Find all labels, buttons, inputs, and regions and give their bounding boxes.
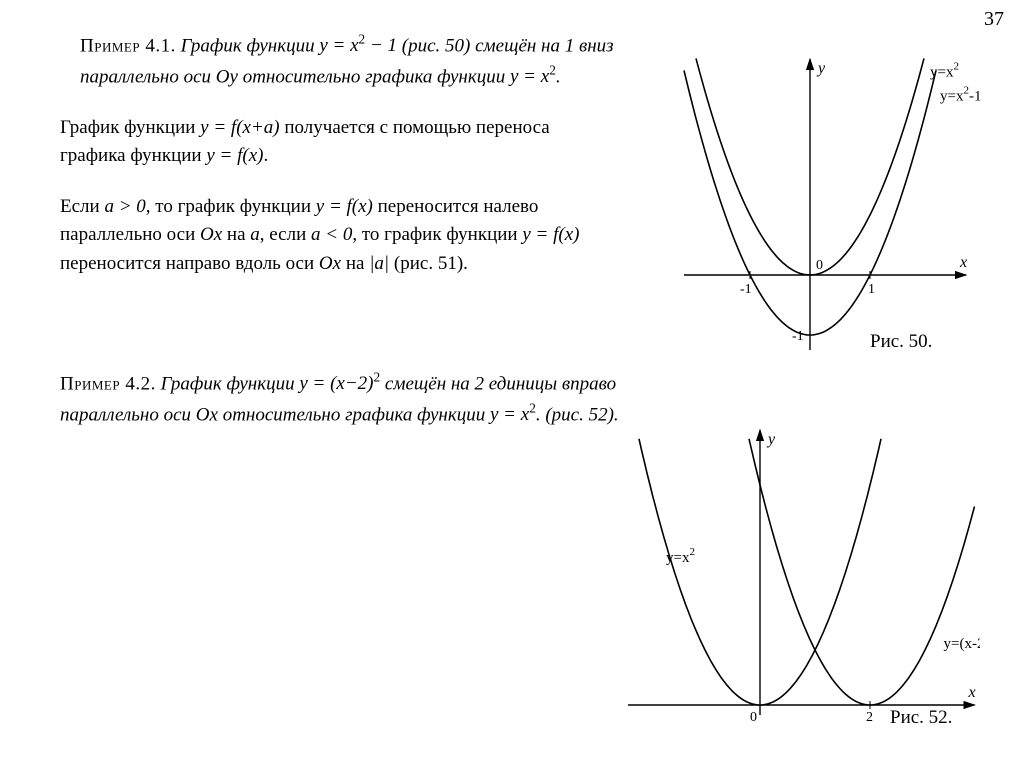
p1-f2: y = f(x) (206, 145, 263, 166)
svg-text:Рис. 50.: Рис. 50. (870, 331, 932, 350)
ex41-text-2: . (556, 66, 561, 87)
ex42-formula1: y = (x−2)2 (299, 373, 380, 394)
svg-text:y=x2: y=x2 (930, 60, 959, 80)
svg-text:y=x2-1: y=x2-1 (940, 84, 980, 104)
svg-text:y: y (766, 431, 776, 448)
svg-text:1: 1 (868, 282, 875, 297)
paragraph-2: Если a > 0, то график функции y = f(x) п… (60, 193, 600, 279)
p2-t5: , то график функции (352, 224, 522, 245)
p2-t3: на (222, 224, 250, 245)
p2-yfx2: y = f(x) (522, 224, 579, 245)
svg-text:-1: -1 (740, 282, 752, 297)
p2-t0: Если (60, 196, 104, 217)
p2-t7: на (341, 253, 369, 274)
p2-agt: a > 0 (104, 196, 145, 217)
svg-text:x: x (968, 684, 976, 701)
example-4-1: Пример 4.1. График функции y = x2 − 1 (р… (80, 30, 620, 92)
svg-text:y: y (816, 60, 826, 77)
ex41-formula2: y = x2 (510, 66, 556, 87)
p2-alt: a < 0 (311, 224, 352, 245)
ex42-heading: Пример 4.2. (60, 373, 156, 394)
p2-a: a (250, 224, 260, 245)
svg-text:2: 2 (866, 710, 873, 725)
svg-text:y=x2: y=x2 (666, 546, 695, 566)
page: 37 Пример 4.1. График функции y = x2 − 1… (0, 0, 1024, 767)
ex42-text-0: График функции (161, 373, 300, 394)
figure-50-svg: y x 0 -1 1 -1 y=x2 y=x2-1 Рис. 50. (640, 40, 980, 350)
svg-text:0: 0 (816, 258, 823, 273)
svg-text:0: 0 (750, 710, 757, 725)
p1-f1: y = f(x+a) (200, 117, 279, 138)
svg-text:-1: -1 (792, 329, 804, 344)
ex41-formula1: y = x2 − 1 (319, 35, 397, 56)
figure-52: y x 0 2 y=x2 y=(x-2)2 Рис. 52. (610, 420, 980, 740)
ex41-heading: Пример 4.1. (80, 35, 176, 56)
svg-text:Рис. 52.: Рис. 52. (890, 707, 952, 728)
example-4-2: Пример 4.2. График функции y = (x−2)2 см… (60, 368, 620, 430)
paragraph-1: График функции y = f(x+a) получается с п… (60, 114, 600, 171)
svg-text:y=(x-2)2: y=(x-2)2 (944, 632, 981, 652)
p1-t2: . (263, 145, 268, 166)
p1-t0: График функции (60, 117, 200, 138)
ex41-text-0: График функции (181, 35, 320, 56)
p2-t6: переносится направо вдоль оси (60, 253, 319, 274)
p2-t4: , если (260, 224, 311, 245)
p2-ox2: Ox (319, 253, 341, 274)
p2-absa: |a| (369, 253, 389, 274)
figure-52-svg: y x 0 2 y=x2 y=(x-2)2 Рис. 52. (610, 420, 980, 740)
p2-t1: , то график функции (146, 196, 316, 217)
ex42-text-2: . (рис. 52). (536, 404, 619, 425)
figure-50: y x 0 -1 1 -1 y=x2 y=x2-1 Рис. 50. (640, 40, 980, 350)
ex42-formula2: y = x2 (490, 404, 536, 425)
p2-t8: (рис. 51). (389, 253, 468, 274)
p2-ox1: Ox (200, 224, 222, 245)
svg-text:x: x (959, 254, 967, 271)
p2-yfx1: y = f(x) (316, 196, 373, 217)
page-number: 37 (984, 8, 1004, 31)
